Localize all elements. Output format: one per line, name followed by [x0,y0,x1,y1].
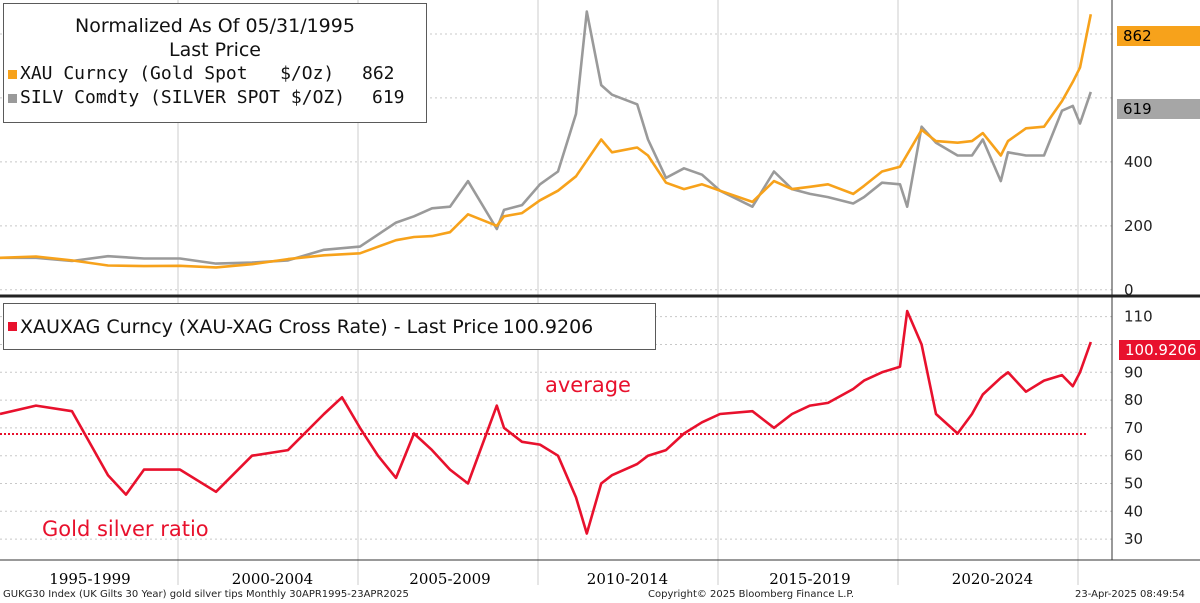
ratio-badge-value: 100.9206 [1125,341,1197,359]
x-period-label: 2020-2024 [951,570,1034,588]
legend-ratio-value: 100.9206 [502,315,594,338]
footer-source: GUKG30 Index (UK Gilts 30 Year) gold sil… [3,589,409,600]
x-period-label: 2010-2014 [586,570,669,588]
x-period-label: 2000-2004 [231,570,314,588]
y-tick-label: 80 [1124,391,1143,409]
legend-item-gold: XAU Curncy (Gold Spot $/Oz) 862 [4,62,426,86]
x-period-label: 2005-2009 [409,570,491,588]
legend-silver-value: 619 [372,87,405,108]
bottom-legend: XAUXAG Curncy (XAU-XAG Cross Rate) - Las… [3,303,656,350]
legend-ratio-label: XAUXAG Curncy (XAU-XAG Cross Rate) - Las… [20,315,499,338]
legend-gold-value: 862 [362,63,395,84]
legend-silver-label: SILV Comdty (SILVER SPOT $/OZ) [20,87,346,108]
silver-last-value-badge: 619 [1117,99,1200,119]
gold-series-line [0,13,1093,269]
y-tick-label: 40 [1124,502,1143,520]
ratio-annotation: Gold silver ratio [42,517,209,541]
gold-badge-value: 862 [1123,27,1152,45]
silver-badge-value: 619 [1123,100,1152,118]
silver-series-line [0,10,1093,265]
average-annotation: average [545,373,631,397]
gold-swatch-icon [8,69,17,79]
legend-item-ratio: XAUXAG Curncy (XAU-XAG Cross Rate) - Las… [4,315,593,339]
y-tick-label: 110 [1124,308,1153,326]
footer-timestamp: 23-Apr-2025 08:49:54 [1075,589,1185,600]
legend-item-silver: SILV Comdty (SILVER SPOT $/OZ) 619 [4,86,426,110]
x-period-label: 2015-2019 [769,570,851,588]
gold-last-value-badge: 862 [1117,26,1200,46]
y-tick-label: 70 [1124,419,1143,437]
footer-copyright: Copyright© 2025 Bloomberg Finance L.P. [648,589,855,600]
top-legend: Normalized As Of 05/31/1995 Last Price X… [3,3,427,123]
ratio-last-value-badge: 100.9206 [1119,340,1200,360]
x-period-label: 1995-1999 [49,570,131,588]
y-tick-label: 90 [1124,363,1143,381]
chart-title: Normalized As Of 05/31/1995 [75,15,355,37]
y-tick-label: 50 [1124,474,1143,492]
y-tick-label: 400 [1124,153,1153,171]
silver-swatch-icon [8,93,17,103]
y-tick-label: 30 [1124,530,1143,548]
y-tick-label: 200 [1124,217,1153,235]
y-tick-label: 60 [1124,447,1143,465]
ratio-series-line [0,309,1093,535]
y-tick-label: 0 [1124,281,1134,299]
legend-gold-label: XAU Curncy (Gold Spot $/Oz) [20,63,335,84]
chart-subtitle: Last Price [169,39,261,61]
ratio-swatch-icon [8,322,17,331]
